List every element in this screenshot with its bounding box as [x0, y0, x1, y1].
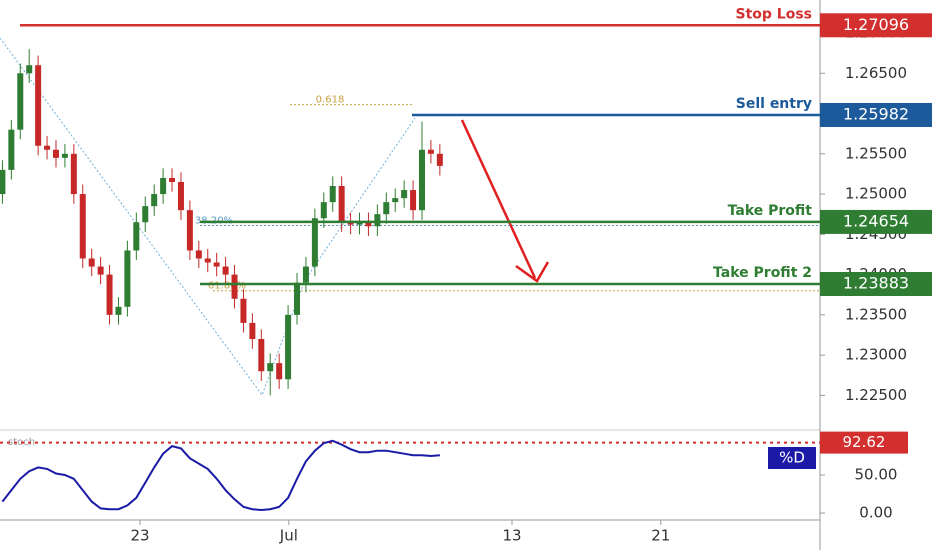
y-tick-label: 1.25000: [845, 185, 907, 203]
level-box: [820, 431, 908, 454]
y-tick-label: 1.23500: [845, 305, 907, 323]
candle-body: [17, 73, 24, 130]
level-name: Take Profit 2: [713, 265, 812, 281]
y-tick-label: 1.22500: [845, 386, 907, 404]
candle-body: [133, 222, 140, 251]
level-value: 1.27096: [843, 15, 909, 34]
candle-body: [418, 149, 425, 211]
candle-body: [383, 202, 390, 215]
stoch-line: [1, 439, 440, 512]
candle-body: [35, 65, 42, 146]
candle-body: [160, 177, 167, 195]
candle-body: [52, 149, 59, 158]
candle-body: [249, 322, 256, 340]
candle-body: [267, 363, 274, 372]
candle-body: [311, 218, 318, 267]
candle-body: [320, 202, 327, 219]
candle-body: [79, 194, 86, 259]
level-name: Stop Loss: [736, 6, 813, 22]
level-value: 92.62: [843, 433, 886, 451]
arrow-shaft: [460, 119, 537, 279]
candle-body: [142, 206, 149, 223]
candle-body: [347, 222, 354, 225]
candle-body: [365, 222, 372, 227]
candle-body: [285, 314, 292, 380]
level-box: [820, 102, 932, 127]
candle-body: [276, 363, 283, 380]
candle-body: [151, 194, 158, 207]
candle-body: [338, 186, 345, 223]
candle-body: [436, 153, 443, 166]
candle-body: [8, 129, 15, 170]
candle-body: [115, 306, 122, 315]
y-tick-label: 1.26500: [845, 64, 907, 82]
candle-body: [410, 190, 417, 211]
y-tick-label: 1.23000: [845, 346, 907, 364]
wave-line: [0, 37, 416, 397]
y-tick-label: 1.25500: [845, 144, 907, 162]
candle-body: [374, 214, 381, 227]
level-value: 1.25982: [843, 104, 909, 123]
level-name: Take Profit: [728, 203, 813, 219]
candle-body: [392, 198, 399, 203]
candle-body: [169, 177, 176, 182]
fib-label: 0.618: [316, 95, 345, 106]
candle-body: [356, 222, 363, 225]
arrow-head: [515, 261, 550, 283]
candle-body: [329, 186, 336, 203]
candle-body: [240, 298, 247, 323]
candle-body: [302, 266, 309, 283]
candle-body: [0, 169, 6, 195]
candle-body: [231, 274, 238, 299]
level-value: 1.24654: [843, 211, 909, 230]
legend-box: [768, 447, 816, 469]
level-box: [820, 209, 932, 234]
y-tick-label: 50.00: [855, 466, 898, 484]
candle-body: [88, 258, 95, 267]
level-value: 1.23883: [843, 274, 909, 293]
zigzag: [0, 37, 416, 397]
level-box: [820, 13, 932, 38]
candle-body: [70, 153, 77, 195]
candle-body: [124, 250, 131, 307]
x-tick-label: Jul: [279, 527, 298, 545]
candle-body: [61, 153, 68, 158]
level-box: [820, 272, 932, 297]
candle-body: [44, 145, 51, 150]
candle-body: [97, 266, 104, 275]
candle-body: [222, 266, 229, 275]
x-tick-label: 21: [651, 527, 670, 545]
y-tick-label: 0.00: [859, 504, 892, 522]
level-name: Sell entry: [736, 96, 812, 112]
candle-body: [401, 190, 408, 199]
candle-body: [106, 274, 113, 315]
candle-body: [294, 282, 301, 315]
trade-arrow: [460, 119, 550, 283]
x-tick-label: 13: [502, 527, 521, 545]
candle-body: [186, 210, 193, 251]
x-tick-label: 23: [130, 527, 149, 545]
legend-label: %D: [779, 449, 805, 467]
candle-body: [195, 250, 202, 259]
fib-label: 61.80%: [208, 281, 246, 292]
candle-body: [204, 258, 211, 263]
candle-body: [26, 65, 33, 74]
candle-body: [427, 149, 434, 154]
candle-body: [258, 339, 265, 372]
candle-body: [213, 262, 220, 267]
candle-body: [177, 181, 184, 211]
